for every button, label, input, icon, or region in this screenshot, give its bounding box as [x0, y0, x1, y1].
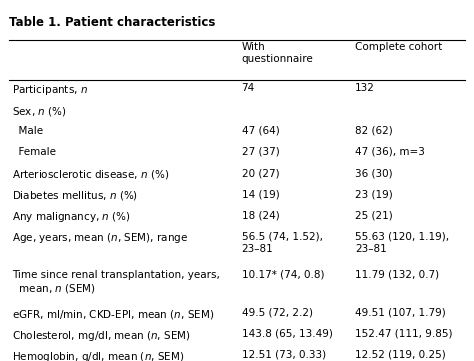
Text: 23 (19): 23 (19) [356, 189, 393, 199]
Text: 82 (62): 82 (62) [356, 126, 393, 136]
Text: 47 (64): 47 (64) [242, 126, 279, 136]
Text: 25 (21): 25 (21) [356, 210, 393, 220]
Text: 152.47 (111, 9.85): 152.47 (111, 9.85) [356, 329, 453, 339]
Text: Time since renal transplantation, years,
  mean, $n$ (SEM): Time since renal transplantation, years,… [12, 270, 219, 295]
Text: 74: 74 [242, 83, 255, 93]
Text: 49.51 (107, 1.79): 49.51 (107, 1.79) [356, 308, 446, 318]
Text: 55.63 (120, 1.19),
23–81: 55.63 (120, 1.19), 23–81 [356, 231, 449, 254]
Text: 11.79 (132, 0.7): 11.79 (132, 0.7) [356, 270, 439, 279]
Text: 14 (19): 14 (19) [242, 189, 279, 199]
Text: 47 (36), m=3: 47 (36), m=3 [356, 147, 425, 157]
Text: Complete cohort: Complete cohort [356, 42, 443, 52]
Text: Hemoglobin, g/dl, mean ($n$, SEM): Hemoglobin, g/dl, mean ($n$, SEM) [12, 350, 184, 361]
Text: With
questionnaire: With questionnaire [242, 42, 313, 64]
Text: Arteriosclerotic disease, $n$ (%): Arteriosclerotic disease, $n$ (%) [12, 168, 169, 181]
Text: Female: Female [12, 147, 56, 157]
Text: 10.17* (74, 0.8): 10.17* (74, 0.8) [242, 270, 324, 279]
Text: eGFR, ml/min, CKD-EPI, mean ($n$, SEM): eGFR, ml/min, CKD-EPI, mean ($n$, SEM) [12, 308, 214, 321]
Text: Any malignancy, $n$ (%): Any malignancy, $n$ (%) [12, 210, 130, 224]
Text: Diabetes mellitus, $n$ (%): Diabetes mellitus, $n$ (%) [12, 189, 138, 202]
Text: 27 (37): 27 (37) [242, 147, 279, 157]
Text: Table 1. Patient characteristics: Table 1. Patient characteristics [9, 16, 216, 29]
Text: 12.52 (119, 0.25): 12.52 (119, 0.25) [356, 350, 446, 360]
Text: 12.51 (73, 0.33): 12.51 (73, 0.33) [242, 350, 326, 360]
Text: 36 (30): 36 (30) [356, 168, 393, 178]
Text: 20 (27): 20 (27) [242, 168, 279, 178]
Text: Participants, $n$: Participants, $n$ [12, 83, 88, 97]
Text: 18 (24): 18 (24) [242, 210, 279, 220]
Text: Age, years, mean ($n$, SEM), range: Age, years, mean ($n$, SEM), range [12, 231, 188, 245]
Text: 132: 132 [356, 83, 375, 93]
Text: Male: Male [12, 126, 43, 136]
Text: Cholesterol, mg/dl, mean ($n$, SEM): Cholesterol, mg/dl, mean ($n$, SEM) [12, 329, 191, 343]
Text: 49.5 (72, 2.2): 49.5 (72, 2.2) [242, 308, 312, 318]
Text: 143.8 (65, 13.49): 143.8 (65, 13.49) [242, 329, 332, 339]
Text: 56.5 (74, 1.52),
23–81: 56.5 (74, 1.52), 23–81 [242, 231, 322, 254]
Text: Sex, $n$ (%): Sex, $n$ (%) [12, 105, 66, 118]
